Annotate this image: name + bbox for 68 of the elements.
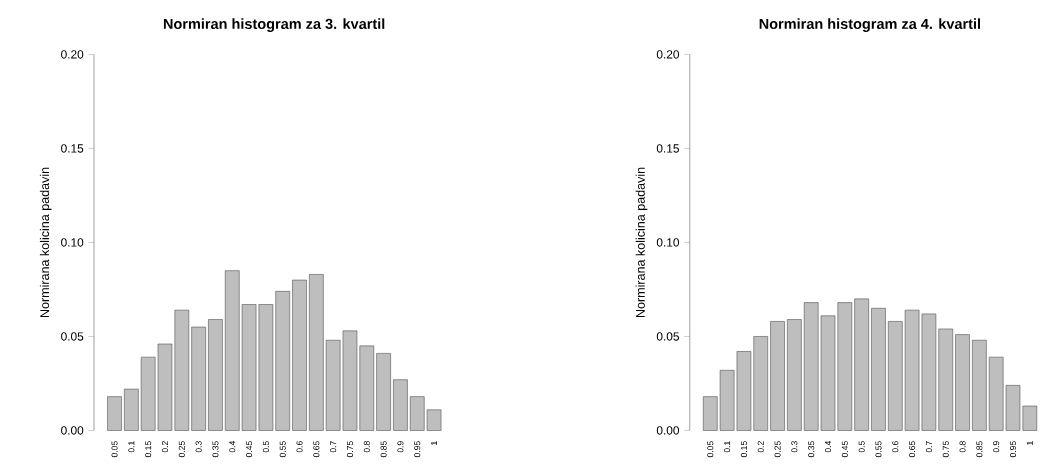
x-tick-label: 0.15 xyxy=(145,441,152,458)
x-tick-label: 0.8 xyxy=(959,441,966,453)
y-tick-label: 0.10 xyxy=(61,238,84,247)
x-tick-label: 0.85 xyxy=(380,441,387,458)
y-tick-label: 0.00 xyxy=(61,426,84,435)
x-tick-label: 0.75 xyxy=(346,441,354,458)
y-axis-title: Normirana kolicina padavin xyxy=(39,167,52,318)
x-tick-label: 0.3 xyxy=(195,441,202,453)
bar xyxy=(854,298,869,431)
y-tick-label: 0.20 xyxy=(656,50,680,59)
bar xyxy=(871,307,886,431)
x-tick-label: 0.7 xyxy=(330,441,337,453)
bar xyxy=(955,334,970,431)
y-tick-label: 0.05 xyxy=(656,332,679,341)
x-tick-label: 0.8 xyxy=(363,441,370,453)
bar xyxy=(309,274,324,431)
x-tick-label: 0.45 xyxy=(841,441,848,458)
bar xyxy=(107,396,122,431)
x-tick-label: 0.5 xyxy=(858,441,865,453)
x-tick-label: 0.65 xyxy=(909,441,916,458)
bar xyxy=(191,326,206,431)
x-tick-label: 0.45 xyxy=(246,441,253,458)
x-tick-label: 0.05 xyxy=(707,441,714,458)
y-tick-label: 0.15 xyxy=(656,144,679,153)
y-axis-title: Normirana kolicina padavin xyxy=(635,167,648,318)
x-tick-label: 0.35 xyxy=(212,441,219,458)
bar xyxy=(972,339,987,431)
x-tick-label: 0.95 xyxy=(1009,441,1017,458)
x-tick-label: 0.1 xyxy=(128,441,135,453)
x-tick-label: 0.65 xyxy=(313,441,320,458)
y-tick-label: 0.10 xyxy=(656,238,680,247)
bar xyxy=(393,379,408,431)
y-tick-label: 0.00 xyxy=(656,426,680,435)
x-tick-label: 0.9 xyxy=(397,441,404,453)
x-tick-label: 0.9 xyxy=(993,441,1000,453)
bar xyxy=(124,388,139,431)
x-tick-label: 0.35 xyxy=(808,441,815,458)
y-tick-label: 0.15 xyxy=(61,144,84,153)
bar xyxy=(787,319,802,431)
x-tick-label: 0.25 xyxy=(178,441,185,458)
y-tick-label: 0.05 xyxy=(61,332,84,341)
bar xyxy=(376,353,391,431)
chart-title: Normiran histogram za 4. kvartil xyxy=(759,18,980,32)
x-tick-label: 0.6 xyxy=(296,441,303,453)
bar xyxy=(208,319,223,431)
x-tick-label: 0.05 xyxy=(111,441,118,458)
x-tick-label: 0.3 xyxy=(791,441,798,453)
y-tick-label: 0.20 xyxy=(61,50,84,59)
x-tick-label: 0.15 xyxy=(740,441,747,458)
x-tick-label: 0.2 xyxy=(161,441,169,453)
x-tick-label: 1 xyxy=(1026,441,1033,445)
bar xyxy=(292,279,307,431)
x-tick-label: 0.85 xyxy=(976,441,983,458)
x-tick-label: 0.4 xyxy=(229,441,236,453)
x-tick-label: 0.5 xyxy=(262,441,269,453)
x-tick-label: 0.7 xyxy=(925,441,932,453)
x-tick-label: 0.95 xyxy=(414,441,421,458)
x-tick-label: 0.55 xyxy=(279,441,286,458)
bar xyxy=(770,321,785,431)
x-tick-label: 0.6 xyxy=(892,441,899,453)
chart-title: Normiran histogram za 3. kvartil xyxy=(163,18,385,32)
x-tick-label: 1 xyxy=(431,441,438,445)
x-tick-label: 0.1 xyxy=(724,441,731,453)
x-tick-label: 0.2 xyxy=(757,441,764,453)
x-tick-label: 0.4 xyxy=(824,441,832,453)
x-tick-label: 0.25 xyxy=(774,441,781,458)
x-tick-label: 0.55 xyxy=(875,441,882,458)
x-tick-label: 0.75 xyxy=(942,441,949,458)
